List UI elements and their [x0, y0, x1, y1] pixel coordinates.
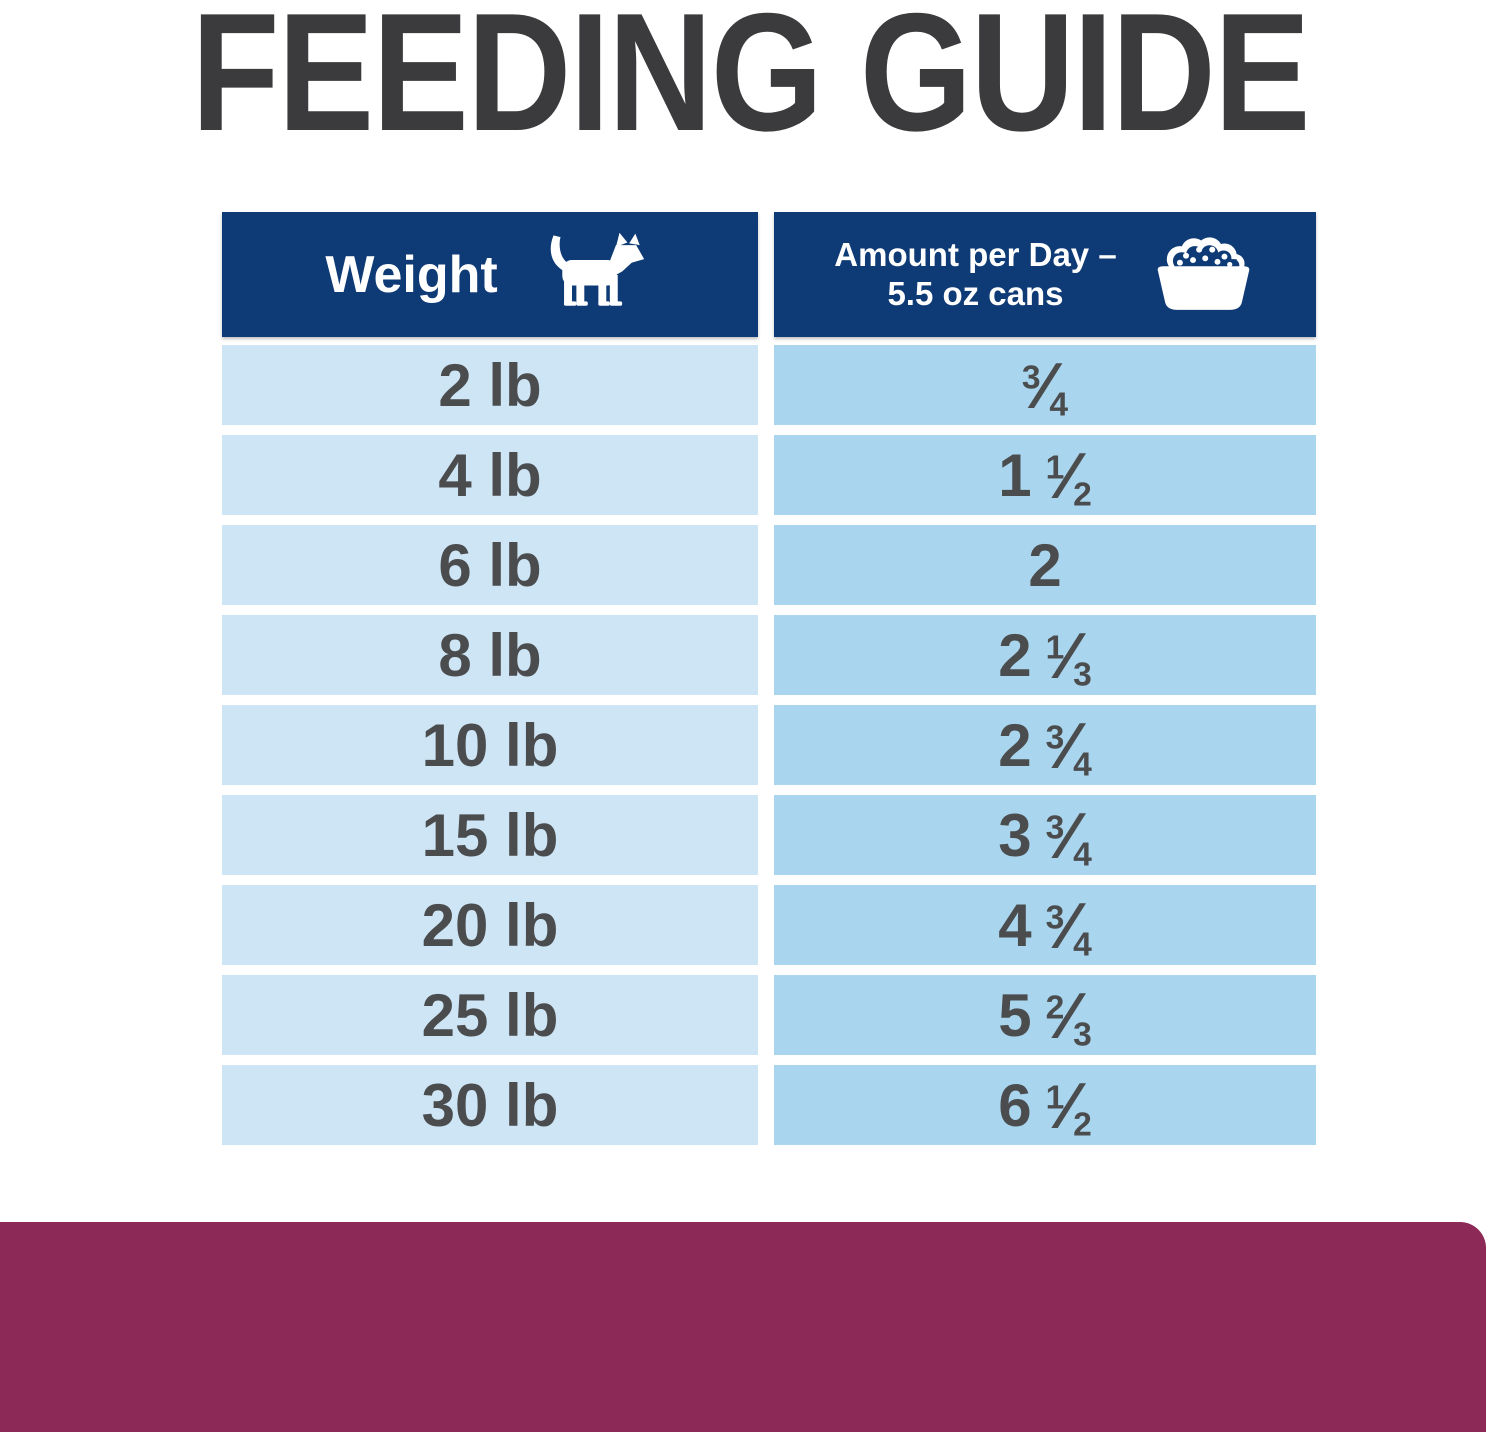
weight-value: 15 lb — [421, 801, 559, 869]
amount-cell: 3⁄4 — [774, 345, 1316, 425]
amount-fraction: 3⁄4 — [1046, 708, 1092, 783]
fraction-denominator: 3 — [1073, 655, 1092, 693]
amount-header-cell: Amount per Day – 5.5 oz cans — [774, 212, 1316, 337]
fraction-slash: ⁄ — [1063, 978, 1075, 1052]
amount-whole: 2 — [1028, 531, 1062, 599]
fraction-numerator: 1 — [1045, 449, 1065, 487]
weight-header-label: Weight — [325, 245, 498, 304]
weight-cell: 30 lb — [222, 1065, 758, 1145]
amount-whole: 2 — [998, 711, 1032, 779]
weight-value: 4 lb — [438, 441, 542, 509]
weight-cell: 8 lb — [222, 615, 758, 695]
fraction-denominator: 4 — [1049, 385, 1069, 423]
dog-icon — [540, 231, 655, 319]
fraction-numerator: 3 — [1045, 899, 1065, 937]
fraction-slash: ⁄ — [1063, 708, 1075, 782]
amount-cell: 6 1⁄2 — [774, 1065, 1316, 1145]
feeding-table: Weight — [222, 212, 1316, 1145]
table-row: 25 lb 5 2⁄3 — [222, 975, 1316, 1055]
footer-color-band — [0, 1222, 1486, 1432]
amount-whole: 4 — [998, 891, 1032, 959]
table-header-row: Weight — [222, 212, 1316, 337]
amount-fraction: 3⁄4 — [1046, 888, 1092, 963]
amount-whole: 3 — [998, 801, 1032, 869]
fraction-slash: ⁄ — [1063, 888, 1075, 962]
fraction-denominator: 2 — [1073, 1105, 1092, 1143]
weight-value: 6 lb — [438, 531, 542, 599]
fraction-slash: ⁄ — [1039, 348, 1051, 422]
fraction-denominator: 3 — [1073, 1015, 1092, 1053]
weight-value: 10 lb — [421, 711, 559, 779]
amount-header-label: Amount per Day – 5.5 oz cans — [834, 236, 1116, 314]
weight-cell: 2 lb — [222, 345, 758, 425]
fraction-numerator: 3 — [1045, 719, 1065, 757]
table-row: 4 lb 1 1⁄2 — [222, 435, 1316, 515]
amount-whole: 2 — [998, 621, 1032, 689]
weight-cell: 10 lb — [222, 705, 758, 785]
fraction-numerator: 1 — [1045, 1079, 1065, 1117]
table-row: 10 lb 2 3⁄4 — [222, 705, 1316, 785]
fraction-denominator: 4 — [1073, 745, 1092, 783]
table-row: 30 lb 6 1⁄2 — [222, 1065, 1316, 1145]
amount-header-line1: Amount per Day – — [834, 235, 1117, 273]
amount-fraction: 2⁄3 — [1046, 978, 1092, 1053]
amount-whole: 5 — [998, 981, 1032, 1049]
weight-cell: 25 lb — [222, 975, 758, 1055]
table-body: 2 lb 3⁄4 4 lb 11⁄2 6 lb 2⁄ 8 lb 21⁄3 10 … — [222, 345, 1316, 1145]
weight-value: 25 lb — [421, 981, 559, 1049]
fraction-slash: ⁄ — [1063, 438, 1075, 512]
fraction-numerator: 3 — [1021, 359, 1041, 397]
amount-cell: 3 3⁄4 — [774, 795, 1316, 875]
fraction-numerator: 3 — [1045, 809, 1065, 847]
fraction-numerator: 1 — [1045, 629, 1065, 667]
weight-header-cell: Weight — [222, 212, 758, 337]
table-row: 2 lb 3⁄4 — [222, 345, 1316, 425]
fraction-numerator: 2 — [1045, 989, 1065, 1027]
weight-value: 2 lb — [438, 351, 542, 419]
amount-fraction: 1⁄3 — [1046, 618, 1092, 693]
amount-cell: 2⁄ — [774, 525, 1316, 605]
fraction-slash: ⁄ — [1063, 798, 1075, 872]
amount-cell: 2 3⁄4 — [774, 705, 1316, 785]
amount-header-line2: 5.5 oz cans — [887, 274, 1064, 312]
amount-whole: 1 — [998, 441, 1032, 509]
weight-cell: 20 lb — [222, 885, 758, 965]
amount-whole: 6 — [998, 1071, 1032, 1139]
table-row: 15 lb 3 3⁄4 — [222, 795, 1316, 875]
amount-cell: 4 3⁄4 — [774, 885, 1316, 965]
page-title: FEEDING GUIDE — [191, 0, 1310, 166]
weight-cell: 6 lb — [222, 525, 758, 605]
amount-fraction: 1⁄2 — [1046, 438, 1092, 513]
amount-cell: 1 1⁄2 — [774, 435, 1316, 515]
table-row: 8 lb 2 1⁄3 — [222, 615, 1316, 695]
amount-fraction: 1⁄2 — [1046, 1068, 1092, 1143]
weight-cell: 4 lb — [222, 435, 758, 515]
weight-value: 20 lb — [421, 891, 559, 959]
fraction-denominator: 4 — [1073, 835, 1092, 873]
weight-value: 8 lb — [438, 621, 542, 689]
table-row: 6 lb 2⁄ — [222, 525, 1316, 605]
fraction-denominator: 2 — [1073, 475, 1092, 513]
amount-fraction: 3⁄4 — [1046, 798, 1092, 873]
fraction-denominator: 4 — [1073, 925, 1092, 963]
amount-fraction: 3⁄4 — [1022, 348, 1068, 423]
weight-value: 30 lb — [421, 1071, 559, 1139]
fraction-slash: ⁄ — [1063, 1068, 1075, 1142]
table-row: 20 lb 4 3⁄4 — [222, 885, 1316, 965]
amount-cell: 2 1⁄3 — [774, 615, 1316, 695]
food-bowl-icon — [1151, 233, 1256, 316]
weight-cell: 15 lb — [222, 795, 758, 875]
fraction-slash: ⁄ — [1063, 618, 1075, 692]
amount-cell: 5 2⁄3 — [774, 975, 1316, 1055]
